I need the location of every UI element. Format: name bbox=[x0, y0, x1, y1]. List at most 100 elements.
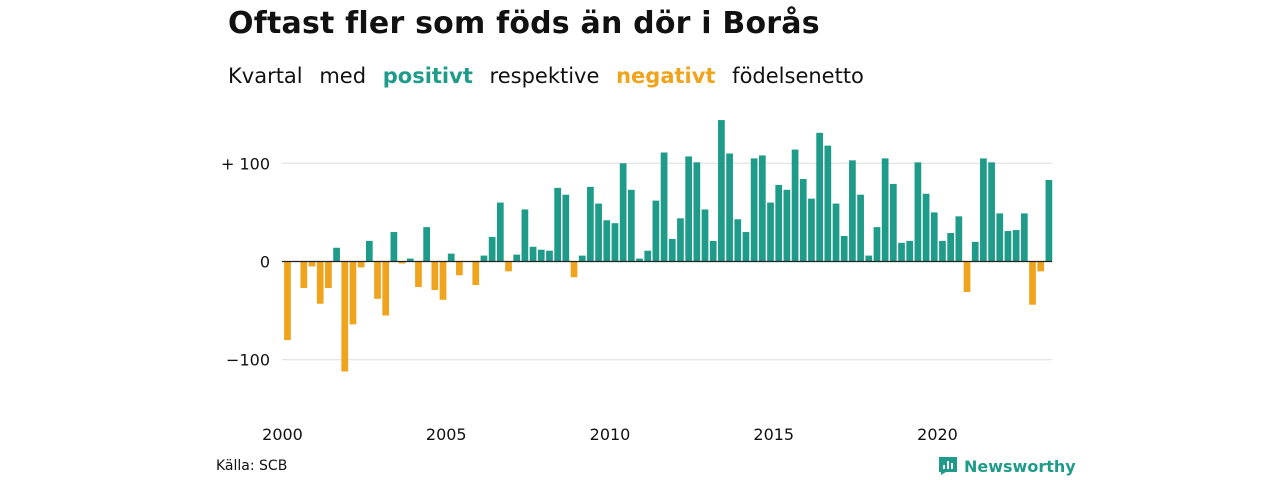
bar bbox=[996, 213, 1004, 262]
bar bbox=[521, 209, 529, 262]
bar bbox=[587, 186, 594, 262]
bar bbox=[652, 200, 660, 262]
brand: Newsworthy bbox=[938, 456, 1076, 476]
bar bbox=[529, 246, 537, 262]
bar bbox=[767, 202, 774, 262]
bar bbox=[971, 241, 979, 262]
bar bbox=[415, 261, 422, 288]
x-tick-label: 2015 bbox=[753, 425, 794, 444]
bar bbox=[505, 261, 512, 272]
bar bbox=[644, 250, 652, 262]
bar bbox=[578, 255, 586, 262]
bar bbox=[284, 261, 291, 341]
subtitle-word: Kvartal bbox=[228, 64, 303, 88]
bar bbox=[988, 162, 995, 262]
bar bbox=[1012, 230, 1020, 262]
bar bbox=[456, 261, 463, 276]
y-tick-label: + 100 bbox=[221, 154, 270, 173]
bar bbox=[980, 158, 987, 262]
bar bbox=[840, 235, 848, 262]
bar bbox=[832, 203, 840, 262]
bar bbox=[791, 149, 799, 262]
y-tick-label: −100 bbox=[226, 351, 270, 370]
bar bbox=[660, 152, 668, 262]
bar bbox=[955, 216, 963, 262]
bar bbox=[742, 232, 750, 262]
bar bbox=[636, 258, 643, 262]
bar bbox=[677, 218, 684, 262]
bar bbox=[857, 194, 864, 262]
subtitle-word: födelsenetto bbox=[732, 64, 864, 88]
bar bbox=[513, 254, 521, 262]
bar bbox=[537, 249, 545, 262]
bar bbox=[693, 162, 701, 262]
bar bbox=[816, 132, 824, 262]
bar bbox=[799, 179, 807, 262]
bar bbox=[873, 227, 881, 262]
bar bbox=[898, 242, 905, 262]
bar bbox=[930, 212, 938, 262]
subtitle-positive-label: positivt bbox=[382, 64, 473, 88]
bar bbox=[357, 261, 365, 268]
x-tick-label: 2000 bbox=[262, 425, 303, 444]
bar bbox=[947, 233, 955, 262]
bar bbox=[906, 240, 914, 262]
bar bbox=[316, 261, 324, 304]
bar bbox=[701, 209, 709, 262]
bar bbox=[726, 153, 733, 262]
bar bbox=[365, 240, 373, 262]
x-tick-label: 2010 bbox=[590, 425, 631, 444]
subtitle-negative-label: negativt bbox=[616, 64, 716, 88]
bar bbox=[808, 198, 815, 262]
bar bbox=[1037, 261, 1045, 272]
bar bbox=[595, 203, 602, 262]
bar bbox=[480, 255, 488, 262]
bar bbox=[300, 261, 308, 289]
bar bbox=[783, 189, 791, 262]
x-tick-label: 2005 bbox=[426, 425, 467, 444]
bar bbox=[718, 120, 725, 262]
bar bbox=[750, 158, 758, 262]
bar bbox=[406, 258, 414, 262]
bar bbox=[488, 236, 496, 262]
bar bbox=[889, 183, 897, 262]
bar bbox=[333, 247, 340, 262]
bar bbox=[554, 187, 562, 262]
bar bbox=[685, 156, 693, 262]
source-note: Källa: SCB bbox=[216, 458, 288, 474]
bar bbox=[570, 261, 578, 278]
bar bbox=[431, 261, 439, 290]
bar bbox=[963, 261, 971, 292]
newsworthy-logo-icon bbox=[939, 457, 957, 475]
subtitle-word: med bbox=[319, 64, 367, 88]
bar bbox=[496, 202, 504, 262]
bar bbox=[775, 184, 783, 262]
bar bbox=[341, 261, 349, 372]
bar bbox=[562, 194, 570, 262]
bar bbox=[546, 250, 553, 262]
bar bbox=[398, 261, 406, 264]
bar bbox=[1004, 231, 1012, 262]
bar bbox=[734, 219, 742, 262]
bar bbox=[922, 193, 930, 262]
bar bbox=[308, 261, 316, 267]
bar bbox=[824, 145, 832, 262]
bar bbox=[627, 189, 635, 262]
bar bbox=[849, 160, 856, 262]
bar bbox=[447, 253, 455, 262]
bar bbox=[390, 232, 398, 262]
bar bbox=[1020, 213, 1028, 262]
bar bbox=[374, 261, 381, 299]
bar bbox=[325, 261, 332, 289]
bar bbox=[619, 163, 627, 262]
bar bbox=[349, 261, 357, 325]
bar bbox=[1029, 261, 1036, 305]
bar bbox=[472, 261, 480, 286]
bar bbox=[758, 155, 766, 262]
bar bbox=[939, 240, 946, 262]
bar bbox=[709, 240, 717, 262]
bar bbox=[603, 220, 611, 262]
x-tick-label: 2020 bbox=[917, 425, 958, 444]
bar bbox=[1045, 179, 1053, 262]
